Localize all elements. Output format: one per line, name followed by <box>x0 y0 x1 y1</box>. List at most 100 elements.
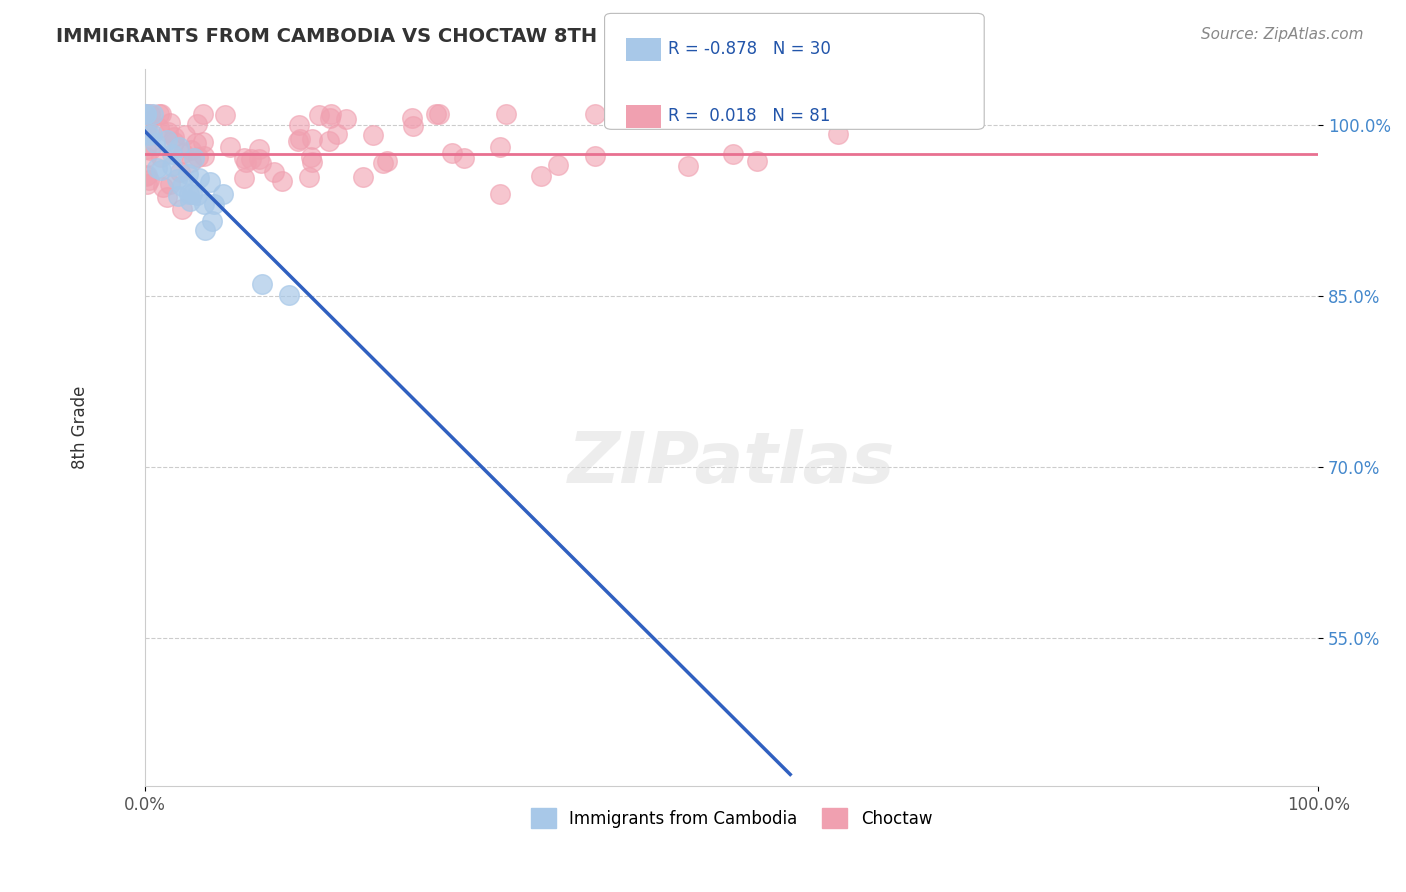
Point <box>530 169 553 183</box>
Point <box>271 174 294 188</box>
Point <box>375 153 398 168</box>
Point <box>187 150 209 164</box>
Point <box>135 150 157 164</box>
Point <box>721 146 744 161</box>
Point <box>160 147 183 161</box>
Point <box>495 107 517 121</box>
Point <box>308 108 330 122</box>
Point <box>318 135 340 149</box>
Point <box>170 178 193 193</box>
Point <box>135 168 157 182</box>
Point <box>180 144 202 158</box>
Point <box>232 171 254 186</box>
Point <box>167 189 190 203</box>
Point <box>319 107 342 121</box>
Point <box>239 152 262 166</box>
Point <box>288 131 311 145</box>
Text: IMMIGRANTS FROM CAMBODIA VS CHOCTAW 8TH GRADE CORRELATION CHART: IMMIGRANTS FROM CAMBODIA VS CHOCTAW 8TH … <box>56 27 920 45</box>
Point <box>150 107 173 121</box>
Point <box>135 126 157 140</box>
Point <box>427 107 450 121</box>
Point <box>371 156 394 170</box>
Point <box>150 150 173 164</box>
Point <box>287 118 309 132</box>
Point <box>489 139 512 153</box>
Point <box>167 140 190 154</box>
Point <box>179 194 201 209</box>
Point <box>425 107 447 121</box>
Point <box>181 187 204 202</box>
Point <box>152 179 174 194</box>
Text: R =  0.018   N = 81: R = 0.018 N = 81 <box>668 107 830 125</box>
Point <box>453 151 475 165</box>
Point <box>299 151 322 165</box>
Point <box>583 149 606 163</box>
Point <box>159 177 181 191</box>
Point <box>202 197 225 211</box>
Point <box>156 190 179 204</box>
Point <box>135 118 157 132</box>
Point <box>142 107 165 121</box>
Point <box>150 163 173 178</box>
Point <box>440 145 463 160</box>
Point <box>135 169 157 183</box>
Point <box>198 175 221 189</box>
Point <box>676 159 699 173</box>
Point <box>194 223 217 237</box>
Point <box>136 177 159 191</box>
Point <box>157 125 180 139</box>
Point <box>143 136 166 150</box>
Point <box>361 128 384 142</box>
Point <box>827 128 849 142</box>
Point <box>156 133 179 147</box>
Text: Source: ZipAtlas.com: Source: ZipAtlas.com <box>1201 27 1364 42</box>
Point <box>138 143 160 157</box>
Legend: Immigrants from Cambodia, Choctaw: Immigrants from Cambodia, Choctaw <box>524 801 939 835</box>
Point <box>159 115 181 129</box>
Point <box>160 159 183 173</box>
Point <box>401 112 423 126</box>
Text: ZIPatlas: ZIPatlas <box>568 428 896 498</box>
Point <box>233 151 256 165</box>
Point <box>247 142 270 156</box>
Point <box>166 172 188 186</box>
Point <box>174 128 197 142</box>
Point <box>135 107 157 121</box>
Point <box>148 107 170 121</box>
Y-axis label: 8th Grade: 8th Grade <box>72 385 89 469</box>
Point <box>725 107 748 121</box>
Point <box>335 112 357 127</box>
Point <box>172 145 194 160</box>
Point <box>235 154 257 169</box>
Point <box>352 170 374 185</box>
Point <box>188 171 211 186</box>
Point <box>163 130 186 145</box>
Point <box>183 151 205 165</box>
Point <box>193 149 215 163</box>
Point <box>163 135 186 149</box>
Point <box>138 172 160 186</box>
Point <box>201 214 224 228</box>
Point <box>298 169 321 184</box>
Point <box>583 107 606 121</box>
Point <box>745 154 768 169</box>
Point <box>287 134 309 148</box>
Point <box>247 152 270 166</box>
Point <box>277 288 299 302</box>
Point <box>318 111 340 125</box>
Point <box>250 277 273 291</box>
Point <box>135 142 157 156</box>
Point <box>263 165 285 179</box>
Point <box>191 136 214 150</box>
Point <box>135 107 157 121</box>
Point <box>402 120 425 134</box>
Point <box>170 202 193 216</box>
Point <box>141 127 163 141</box>
Point <box>180 154 202 169</box>
Point <box>145 161 167 175</box>
Point <box>219 139 242 153</box>
Point <box>179 187 201 202</box>
Point <box>177 167 200 181</box>
Point <box>191 107 214 121</box>
Point <box>136 114 159 128</box>
